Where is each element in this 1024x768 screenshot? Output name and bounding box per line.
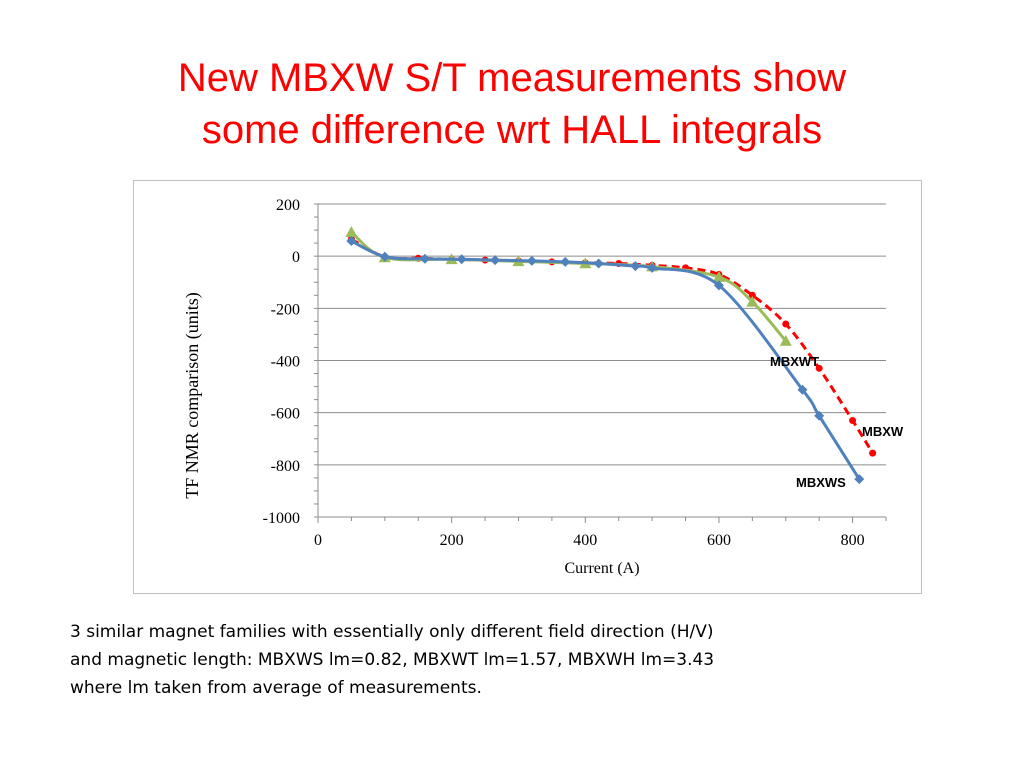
x-axis-title: Current (A) bbox=[564, 560, 639, 577]
data-point-mbxws bbox=[490, 255, 501, 266]
data-point-mbxwt bbox=[712, 271, 725, 282]
data-point-mbxws bbox=[630, 261, 641, 272]
slide-title-line-1: New MBXW S/T measurements show bbox=[177, 56, 847, 100]
x-tick-label: 800 bbox=[841, 532, 865, 549]
data-point-mbxws bbox=[379, 251, 390, 262]
y-tick-label: -800 bbox=[271, 458, 300, 475]
data-point-mbxws bbox=[560, 256, 571, 267]
data-point-mbxws bbox=[593, 258, 604, 269]
data-point-mbxwt bbox=[345, 226, 358, 237]
series-label-mbxws: MBXWS bbox=[796, 475, 846, 490]
data-point-mbxws bbox=[713, 280, 724, 291]
x-tick-label: 0 bbox=[314, 532, 322, 549]
series-line-mbxw bbox=[350, 237, 874, 454]
caption-line-1: 3 similar magnet families with essential… bbox=[70, 622, 714, 642]
x-tick-label: 200 bbox=[440, 532, 464, 549]
data-point-mbxw bbox=[748, 291, 756, 299]
slide-title-line-2: some difference wrt HALL integrals bbox=[201, 108, 823, 152]
data-point-mbxwt bbox=[779, 334, 792, 346]
data-point-mbxws bbox=[419, 253, 430, 264]
caption: 3 similar magnet families with essential… bbox=[70, 618, 970, 702]
data-point-mbxws bbox=[797, 384, 808, 395]
y-tick-label: 200 bbox=[276, 197, 300, 214]
series-label-mbxwt: MBXWT bbox=[770, 354, 819, 369]
chart-svg: 0 200 400 600 800 200 0 -200 -400 -600 -800 -1000 Cu… bbox=[182, 197, 904, 577]
data-point-mbxw bbox=[869, 449, 877, 457]
slide-title: New MBXW S/T measurements show some diff… bbox=[0, 52, 1024, 156]
x-tick-label: 400 bbox=[573, 532, 597, 549]
y-axis-title: TF NMR comparison (units) bbox=[182, 292, 203, 499]
data-point-mbxws bbox=[647, 262, 658, 273]
data-point-mbxws bbox=[346, 236, 357, 247]
data-point-mbxw bbox=[849, 416, 857, 424]
data-point-mbxw bbox=[782, 320, 790, 328]
data-point-mbxws bbox=[814, 410, 825, 421]
data-point-mbxw bbox=[815, 364, 823, 372]
y-tick-label: 0 bbox=[292, 249, 300, 266]
y-tick-label: -400 bbox=[271, 354, 300, 371]
data-point-mbxws bbox=[854, 474, 865, 485]
data-point-mbxwt bbox=[746, 295, 759, 307]
caption-line-2: and magnetic length: MBXWS lm=0.82, MBXW… bbox=[70, 650, 715, 670]
data-point-mbxws bbox=[456, 254, 467, 265]
chart-frame: 0 200 400 600 800 200 0 -200 -400 -600 -800 -1000 Cu… bbox=[133, 180, 922, 594]
data-point-mbxws bbox=[526, 255, 537, 266]
y-tick-label: -1000 bbox=[263, 510, 300, 527]
caption-line-3: where lm taken from average of measureme… bbox=[70, 678, 482, 698]
y-tick-label: -600 bbox=[271, 406, 300, 423]
x-tick-label: 600 bbox=[707, 532, 731, 549]
series-label-mbxw: MBXW bbox=[862, 424, 904, 439]
y-tick-label: -200 bbox=[271, 301, 300, 318]
